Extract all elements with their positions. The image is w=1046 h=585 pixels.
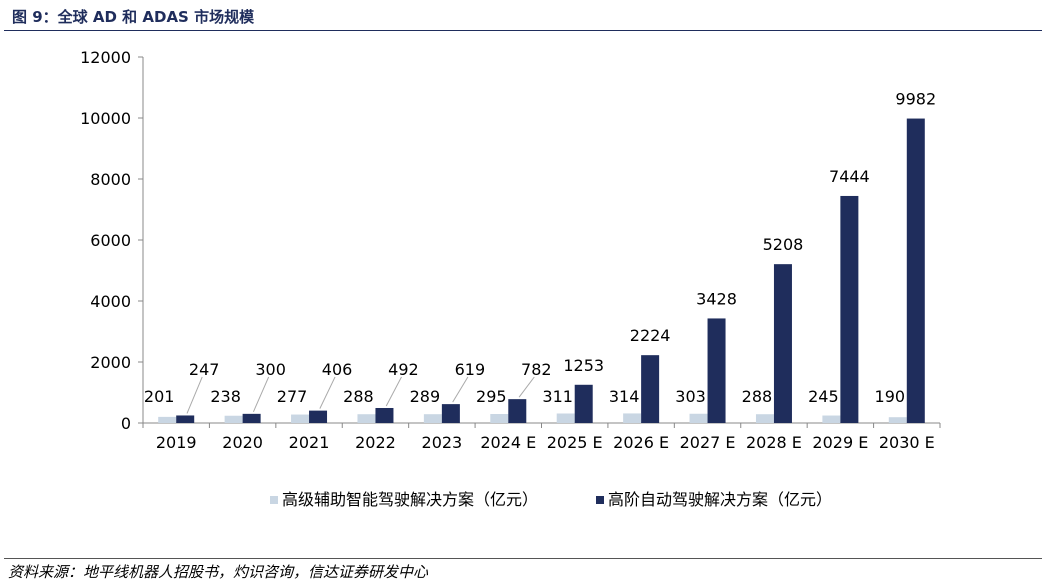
- bar-series1: [689, 413, 708, 423]
- y-tick-label: 6000: [90, 231, 131, 250]
- x-tick-label: 2025 E: [547, 433, 603, 452]
- bar-series2: [574, 384, 593, 423]
- x-tick-label: 2029 E: [812, 433, 868, 452]
- x-tick-label: 2028 E: [746, 433, 802, 452]
- bar-series2: [641, 355, 660, 423]
- bar-series1: [158, 416, 177, 423]
- bar-series2: [707, 318, 726, 423]
- bar-series1: [556, 413, 575, 423]
- y-tick-label: 2000: [90, 353, 131, 372]
- legend-swatch-series2: [596, 496, 604, 504]
- bar-series1: [822, 415, 841, 423]
- bar-series1: [357, 414, 376, 423]
- data-label-leader: [452, 376, 469, 403]
- legend-swatch-series1: [270, 496, 278, 504]
- x-tick-label: 2021: [289, 433, 330, 452]
- data-label-series2: 247: [189, 360, 220, 379]
- x-tick-label: 2027 E: [680, 433, 736, 452]
- x-tick-label: 2019: [156, 433, 197, 452]
- y-tick-label: 4000: [90, 292, 131, 311]
- bar-series2: [508, 399, 527, 423]
- data-label-series2: 1253: [563, 356, 604, 375]
- data-label-series1: 201: [144, 387, 175, 406]
- bar-chart: 0 2000 4000 6000 8000 10000 12000 2019 247 201 202…: [80, 48, 941, 509]
- title-rule: [4, 30, 1042, 31]
- x-tick-label: 2023: [422, 433, 463, 452]
- figure-title: 图 9：全球 AD 和 ADAS 市场规模: [12, 8, 255, 26]
- data-label-series2: 492: [388, 360, 419, 379]
- data-label-series1: 190: [875, 387, 906, 406]
- y-tick-label: 8000: [90, 170, 131, 189]
- data-label-series2: 3428: [696, 289, 737, 308]
- data-label-leader: [385, 376, 402, 407]
- y-tick-label: 0: [121, 414, 131, 433]
- bar-series2: [242, 413, 261, 423]
- data-label-series1: 288: [343, 387, 374, 406]
- bar-series2: [441, 404, 460, 423]
- data-label-series2: 619: [455, 360, 486, 379]
- data-label-series1: 314: [609, 387, 640, 406]
- bar-series1: [623, 413, 642, 423]
- data-label-series2: 9982: [895, 90, 936, 109]
- source-note: 资料来源：地平线机器人招股书，灼识咨询，信达证券研发中心: [8, 563, 429, 581]
- data-label-series1: 295: [476, 387, 507, 406]
- x-tick-label: 2022: [355, 433, 396, 452]
- data-label-series1: 238: [210, 387, 241, 406]
- data-label-leader: [319, 376, 336, 409]
- x-tick-label: 2024 E: [480, 433, 536, 452]
- data-label-leader: [252, 376, 270, 413]
- data-label-series1: 311: [542, 387, 573, 406]
- data-label-series2: 5208: [763, 235, 804, 254]
- bar-series2: [176, 415, 195, 423]
- data-label-series2: 2224: [630, 326, 671, 345]
- bar-series1: [291, 414, 310, 423]
- bar-series2: [773, 264, 792, 423]
- x-tick-label: 2030 E: [879, 433, 935, 452]
- data-label-leader: [518, 376, 535, 398]
- data-label-series1: 277: [277, 387, 308, 406]
- data-label-series1: 303: [675, 387, 706, 406]
- data-label-series2: 406: [322, 360, 353, 379]
- bar-series2: [309, 410, 328, 423]
- data-label-leader: [186, 376, 203, 414]
- x-tick-label: 2020: [222, 433, 263, 452]
- data-label-series2: 782: [521, 360, 552, 379]
- bar-series1: [888, 417, 907, 423]
- y-tick-label: 12000: [80, 48, 131, 67]
- data-label-series2: 300: [255, 360, 286, 379]
- bar-series1: [490, 414, 509, 423]
- y-tick-label: 10000: [80, 109, 131, 128]
- data-label-series1: 288: [742, 387, 773, 406]
- x-tick-label: 2026 E: [613, 433, 669, 452]
- bar-series1: [423, 414, 442, 423]
- bar-series1: [224, 415, 243, 423]
- bar-series2: [906, 118, 925, 423]
- data-label-series1: 245: [808, 387, 839, 406]
- legend-label-series1: 高级辅助智能驾驶解决方案（亿元）: [282, 490, 538, 509]
- bar-series1: [755, 414, 774, 423]
- bar-series2: [840, 195, 859, 423]
- data-label-series2: 7444: [829, 167, 870, 186]
- legend-label-series2: 高阶自动驾驶解决方案（亿元）: [608, 490, 832, 509]
- bar-series2: [375, 407, 394, 423]
- data-label-series1: 289: [410, 387, 441, 406]
- source-rule: [4, 558, 1042, 559]
